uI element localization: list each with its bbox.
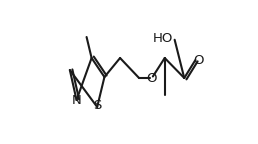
Text: O: O [147,72,157,85]
Text: N: N [72,93,82,107]
Text: S: S [93,99,101,112]
Text: O: O [193,54,203,67]
Text: HO: HO [153,32,173,44]
